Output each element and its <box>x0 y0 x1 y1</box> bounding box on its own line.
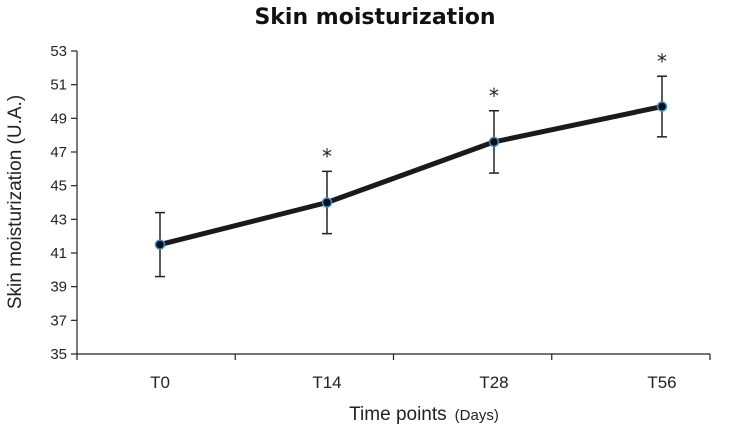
data-point <box>321 197 333 208</box>
y-tick-label: 41 <box>50 245 67 262</box>
y-tick-label: 51 <box>50 77 67 94</box>
data-point <box>488 136 500 148</box>
data-point <box>656 101 668 112</box>
y-tick-label: 45 <box>50 178 67 195</box>
y-tick-label: 49 <box>50 110 67 127</box>
significance-star: * <box>489 84 499 108</box>
y-tick-label: 39 <box>50 279 67 296</box>
y-tick-label: 43 <box>50 211 67 228</box>
y-tick-label: 47 <box>50 144 67 161</box>
y-axis-ticks: 35 37 39 41 43 45 47 49 51 53 <box>50 43 77 363</box>
y-tick-label: 35 <box>50 346 67 363</box>
axes <box>76 51 710 355</box>
error-bars <box>155 75 667 278</box>
chart-title: Skin moisturization <box>254 5 495 30</box>
data-markers <box>154 101 668 250</box>
series-line-group <box>159 104 663 248</box>
x-axis-ticks: T0 T14 T28 T56 <box>76 354 711 392</box>
significance-markers: * * * <box>322 49 667 168</box>
x-tick-label: T28 <box>479 373 508 392</box>
x-tick-label: T0 <box>150 373 170 392</box>
x-tick-label: T14 <box>312 373 341 392</box>
x-tick-label: T56 <box>647 373 676 392</box>
x-axis-label-text: Time points <box>349 404 447 425</box>
x-axis-label-unit: (Days) <box>455 407 499 424</box>
significance-star: * <box>657 49 667 73</box>
significance-star: * <box>322 144 332 168</box>
y-tick-label: 37 <box>50 312 67 329</box>
x-axis-label: Time points (Days) <box>349 404 499 425</box>
series-line <box>159 104 663 248</box>
y-axis-label: Skin moisturization (U.A.) <box>5 95 26 309</box>
data-point <box>154 239 166 250</box>
y-tick-label: 53 <box>50 43 67 60</box>
